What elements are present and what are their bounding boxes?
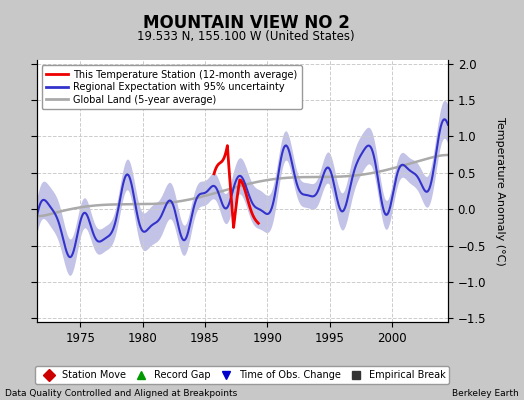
Legend: Station Move, Record Gap, Time of Obs. Change, Empirical Break: Station Move, Record Gap, Time of Obs. C… [35, 366, 450, 384]
Text: Data Quality Controlled and Aligned at Breakpoints: Data Quality Controlled and Aligned at B… [5, 389, 237, 398]
Text: 19.533 N, 155.100 W (United States): 19.533 N, 155.100 W (United States) [137, 30, 355, 43]
Text: Berkeley Earth: Berkeley Earth [452, 389, 519, 398]
Y-axis label: Temperature Anomaly (°C): Temperature Anomaly (°C) [495, 117, 505, 265]
Text: MOUNTAIN VIEW NO 2: MOUNTAIN VIEW NO 2 [143, 14, 350, 32]
